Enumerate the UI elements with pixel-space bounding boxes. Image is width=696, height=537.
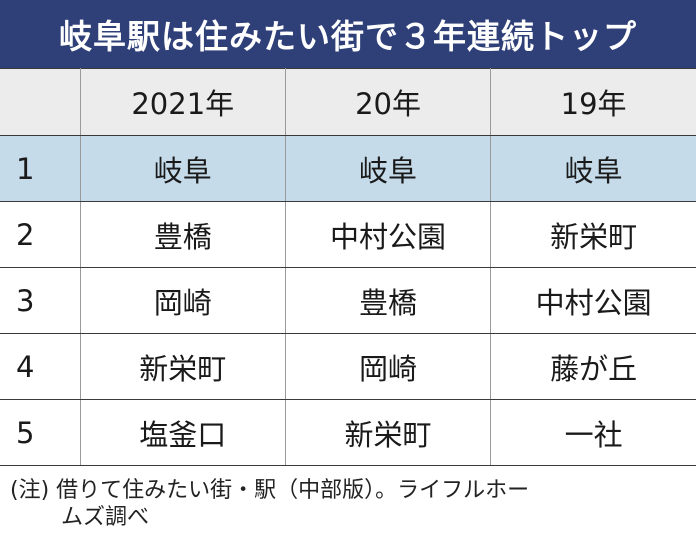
page-title: 岐阜駅は住みたい街で３年連続トップ bbox=[0, 0, 696, 68]
ranking-table: 2021年 20年 19年 1 岐阜 岐阜 岐阜 2 豊橋 中村公園 新栄町 3… bbox=[0, 68, 696, 466]
table-cell: 一社 bbox=[490, 399, 696, 466]
header-cell-2020: 20年 bbox=[284, 68, 492, 136]
table-cell: 中村公園 bbox=[490, 267, 696, 334]
table-cell: 新栄町 bbox=[284, 399, 492, 466]
table-cell: 豊橋 bbox=[284, 267, 492, 334]
table-cell: 岐阜 bbox=[284, 135, 492, 202]
rank-cell: 4 bbox=[0, 333, 81, 400]
rank-cell: 2 bbox=[0, 201, 81, 268]
table-cell: 豊橋 bbox=[79, 201, 286, 268]
table-cell: 塩釜口 bbox=[79, 399, 286, 466]
table-cell: 岐阜 bbox=[79, 135, 286, 202]
table-row: 4 新栄町 岡崎 藤が丘 bbox=[0, 333, 696, 400]
table-row: 3 岡崎 豊橋 中村公園 bbox=[0, 267, 696, 334]
rank-cell: 1 bbox=[0, 135, 81, 202]
footnote-line-2: ムズ調べ bbox=[61, 505, 150, 530]
table-row: 2 豊橋 中村公園 新栄町 bbox=[0, 201, 696, 268]
table-cell: 岐阜 bbox=[490, 135, 696, 202]
table-header-row: 2021年 20年 19年 bbox=[0, 68, 696, 136]
table-cell: 新栄町 bbox=[79, 333, 286, 400]
header-cell-rank bbox=[0, 68, 81, 136]
header-cell-2021: 2021年 bbox=[79, 68, 286, 136]
table-cell: 藤が丘 bbox=[490, 333, 696, 400]
table-cell: 新栄町 bbox=[490, 201, 696, 268]
table-row: 1 岐阜 岐阜 岐阜 bbox=[0, 135, 696, 202]
table-cell: 岡崎 bbox=[284, 333, 492, 400]
table-row: 5 塩釜口 新栄町 一社 bbox=[0, 399, 696, 466]
rank-cell: 3 bbox=[0, 267, 81, 334]
table-cell: 中村公園 bbox=[284, 201, 492, 268]
footnote-line-1: (注) 借りて住みたい街・駅（中部版）。ライフルホー bbox=[10, 478, 530, 503]
rank-cell: 5 bbox=[0, 399, 81, 466]
footnote: (注) 借りて住みたい街・駅（中部版）。ライフルホー ムズ調べ bbox=[10, 477, 690, 531]
table-cell: 岡崎 bbox=[79, 267, 286, 334]
header-cell-2019: 19年 bbox=[490, 68, 696, 136]
